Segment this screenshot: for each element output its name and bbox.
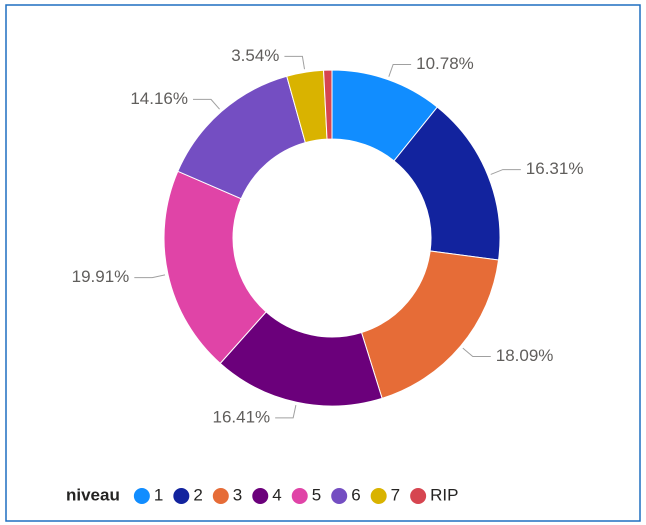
data-label: 16.41% xyxy=(212,407,270,426)
leader-line xyxy=(284,55,306,70)
legend-label: 1 xyxy=(154,485,163,504)
leader-line xyxy=(462,347,491,357)
legend-label: 2 xyxy=(193,485,202,504)
legend-label: 5 xyxy=(312,485,321,504)
leader-line xyxy=(275,405,297,419)
legend-title: niveau xyxy=(66,485,120,504)
legend-marker xyxy=(291,488,308,504)
donut-slice xyxy=(323,69,333,140)
legend-label: 7 xyxy=(391,485,400,504)
legend-marker xyxy=(173,488,190,504)
data-label: 10.78% xyxy=(416,54,474,73)
legend-marker xyxy=(370,488,387,504)
data-label: 18.09% xyxy=(496,346,554,365)
leader-line xyxy=(388,63,412,77)
legend-marker xyxy=(410,488,427,504)
legend-label: 6 xyxy=(351,485,360,504)
donut-slice xyxy=(163,170,267,365)
legend-marker xyxy=(133,488,150,504)
data-label: 3.54% xyxy=(231,46,279,65)
legend-label: 4 xyxy=(272,485,281,504)
legend-marker xyxy=(212,488,229,504)
leader-line xyxy=(193,98,220,110)
data-label: 16.31% xyxy=(526,159,584,178)
leader-line xyxy=(134,274,166,279)
legend-marker xyxy=(252,488,269,504)
data-label: 19.91% xyxy=(72,267,130,286)
data-label: 14.16% xyxy=(130,89,188,108)
leader-line xyxy=(490,169,521,175)
legend-label: RIP xyxy=(430,485,458,504)
legend-marker xyxy=(331,488,348,504)
legend-label: 3 xyxy=(233,485,242,504)
